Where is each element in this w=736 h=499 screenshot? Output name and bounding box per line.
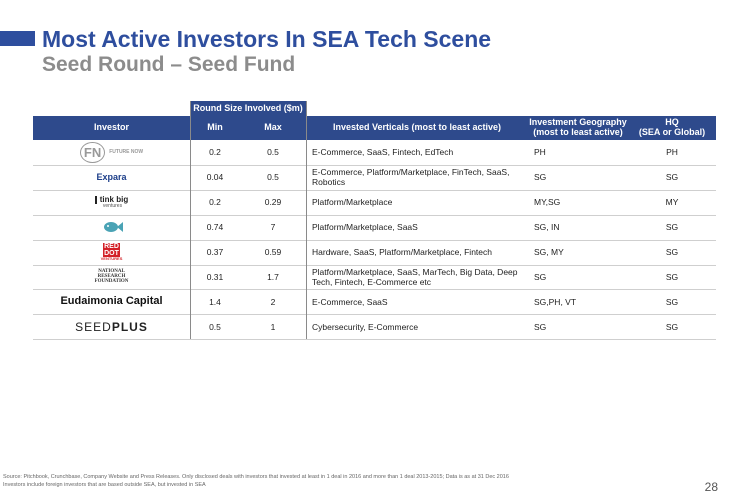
cell-min: 0.37 [206,246,224,257]
cell-geography: MY,SG [534,197,561,208]
logo-text: FOUNDATION [94,279,129,285]
title: Most Active Investors In SEA Tech Scene [42,26,492,52]
cell-verticals: E-Commerce, SaaS, Fintech, EdTech [312,147,454,158]
logo-text: RED [103,243,120,251]
cell-verticals: Hardware, SaaS, Platform/Marketplace, Fi… [312,246,492,257]
cell-geography: SG [534,172,547,183]
cell-max: 0.5 [267,147,279,158]
row-divider [33,314,716,316]
cell-hq: SG [665,321,679,332]
subtitle: Seed Round – Seed Fund [42,53,296,76]
cell-hq: PH [666,147,678,158]
cell-min: 0.5 [209,321,221,332]
cell-min: 0.31 [206,271,224,282]
cell-max: 0.29 [264,197,282,208]
logo-text: tink big [94,195,128,204]
column-header: Investor [33,116,190,140]
row-divider [33,264,716,266]
investor-logo: SEED PLUS [33,314,190,339]
cell-geography: PH [534,147,546,158]
cell-verticals: E-Commerce, Platform/Marketplace, FinTec… [312,167,510,188]
logo-text: VENTURES [100,256,123,262]
logo-text: RESEARCH [97,274,126,280]
column-divider [190,101,191,340]
logo-text: FUTURE NOW [109,149,144,156]
cell-geography: SG [534,321,547,332]
column-divider [306,101,307,340]
cell-verticals: Cybersecurity, E-Commerce [312,321,419,332]
row-divider [33,214,716,216]
cell-geography: SG, IN [534,222,560,233]
fish-icon [103,222,123,233]
cell-min: 0.74 [206,222,224,233]
logo-text: Expara [96,171,127,182]
cell-min: 0.04 [206,172,224,183]
cell-min: 0.2 [209,197,221,208]
cell-max: 1 [270,321,276,332]
investor-logo: NATIONAL RESEARCH FOUNDATION [33,265,190,290]
cell-max: 2 [270,296,276,307]
investor-logo: RED DOT VENTURES [33,240,190,265]
cell-geography: SG, MY [534,246,564,257]
row-divider [33,239,716,241]
investor-logo: Expara [33,165,190,190]
logo-text: SEED [75,319,112,334]
column-header: Investment Geography (most to least acti… [528,116,628,140]
cell-verticals: E-Commerce, SaaS [312,296,388,307]
accent-bar [0,31,35,46]
logo-text: DOT [103,250,120,258]
cell-max: 1.7 [267,271,279,282]
logo-text: ventures [102,202,123,209]
row-divider [33,164,716,166]
column-header: Min [190,116,240,140]
source-note: Source: Pitchbook, Crunchbase, Company W… [3,474,509,480]
cell-hq: MY [665,197,679,208]
row-divider [33,189,716,191]
cell-max: 7 [270,222,276,233]
cell-geography: SG [534,271,547,282]
footnote: Investors include foreign investors that… [3,482,206,488]
cell-verticals: Platform/Marketplace, SaaS, MarTech, Big… [312,266,518,287]
investor-logo [33,215,190,240]
row-divider [33,339,716,341]
cell-max: 0.59 [264,246,282,257]
logo-text: NATIONAL [98,269,125,275]
logo-text: FN [79,141,106,164]
cell-min: 0.2 [209,147,221,158]
cell-verticals: Platform/Marketplace [312,197,393,208]
cell-hq: SG [665,296,679,307]
cell-hq: SG [665,172,679,183]
cell-hq: SG [665,222,679,233]
investor-logo: Eudaimonia Capital [33,289,190,314]
group-header: Round Size Involved ($m) [190,101,306,116]
cell-max: 0.5 [267,172,279,183]
cell-min: 1.4 [209,296,221,307]
logo-text: PLUS [111,319,148,334]
logo-text: Eudaimonia Capital [60,295,163,308]
row-divider [33,289,716,291]
cell-hq: SG [665,271,679,282]
cell-geography: SG,PH, VT [534,296,577,307]
cell-hq: SG [665,246,679,257]
investor-logo: FN FUTURE NOW [33,140,190,165]
column-header: HQ (SEA or Global) [628,116,716,140]
cell-verticals: Platform/Marketplace, SaaS [312,222,418,233]
page-number: 28 [704,480,718,494]
investor-logo: tink big ventures [33,190,190,215]
column-header: Invested Verticals (most to least active… [306,116,528,140]
column-header: Max [240,116,306,140]
